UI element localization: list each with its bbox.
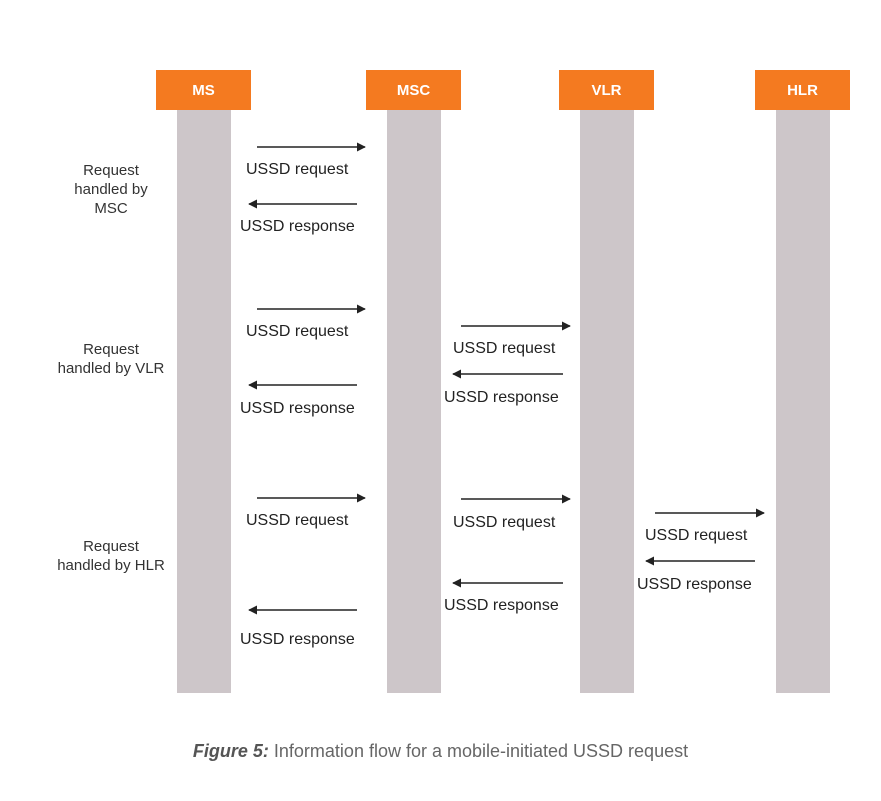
message-label: USSD response — [240, 400, 355, 417]
figure-caption: Figure 5: Information flow for a mobile-… — [0, 741, 881, 762]
case-label-msc: Request handled by MSC — [74, 162, 148, 217]
lifeline-msc — [387, 110, 441, 693]
message-label: USSD request — [645, 527, 748, 544]
message-label: USSD request — [246, 512, 349, 529]
actor-msc: MSC — [366, 70, 461, 110]
message-label: USSD response — [637, 576, 752, 593]
caption-text: Information flow for a mobile-initiated … — [268, 741, 689, 761]
message-label: USSD response — [240, 631, 355, 648]
message-label: USSD response — [240, 218, 355, 235]
message-label: USSD response — [444, 597, 559, 614]
actor-hlr: HLR — [755, 70, 850, 110]
message-label: USSD request — [246, 323, 349, 340]
lifeline-hlr — [776, 110, 830, 693]
message-label: USSD response — [444, 389, 559, 406]
actor-vlr: VLR — [559, 70, 654, 110]
lifeline-vlr — [580, 110, 634, 693]
case-label-vlr: Request handled by VLR — [57, 341, 165, 377]
message-label: USSD request — [453, 514, 556, 531]
message-label: USSD request — [246, 161, 349, 178]
actor-ms: MS — [156, 70, 251, 110]
figure-number: Figure 5: — [192, 741, 269, 761]
lifeline-ms — [177, 110, 231, 693]
case-label-hlr: Request handled by HLR — [57, 538, 165, 574]
message-label: USSD request — [453, 340, 556, 357]
